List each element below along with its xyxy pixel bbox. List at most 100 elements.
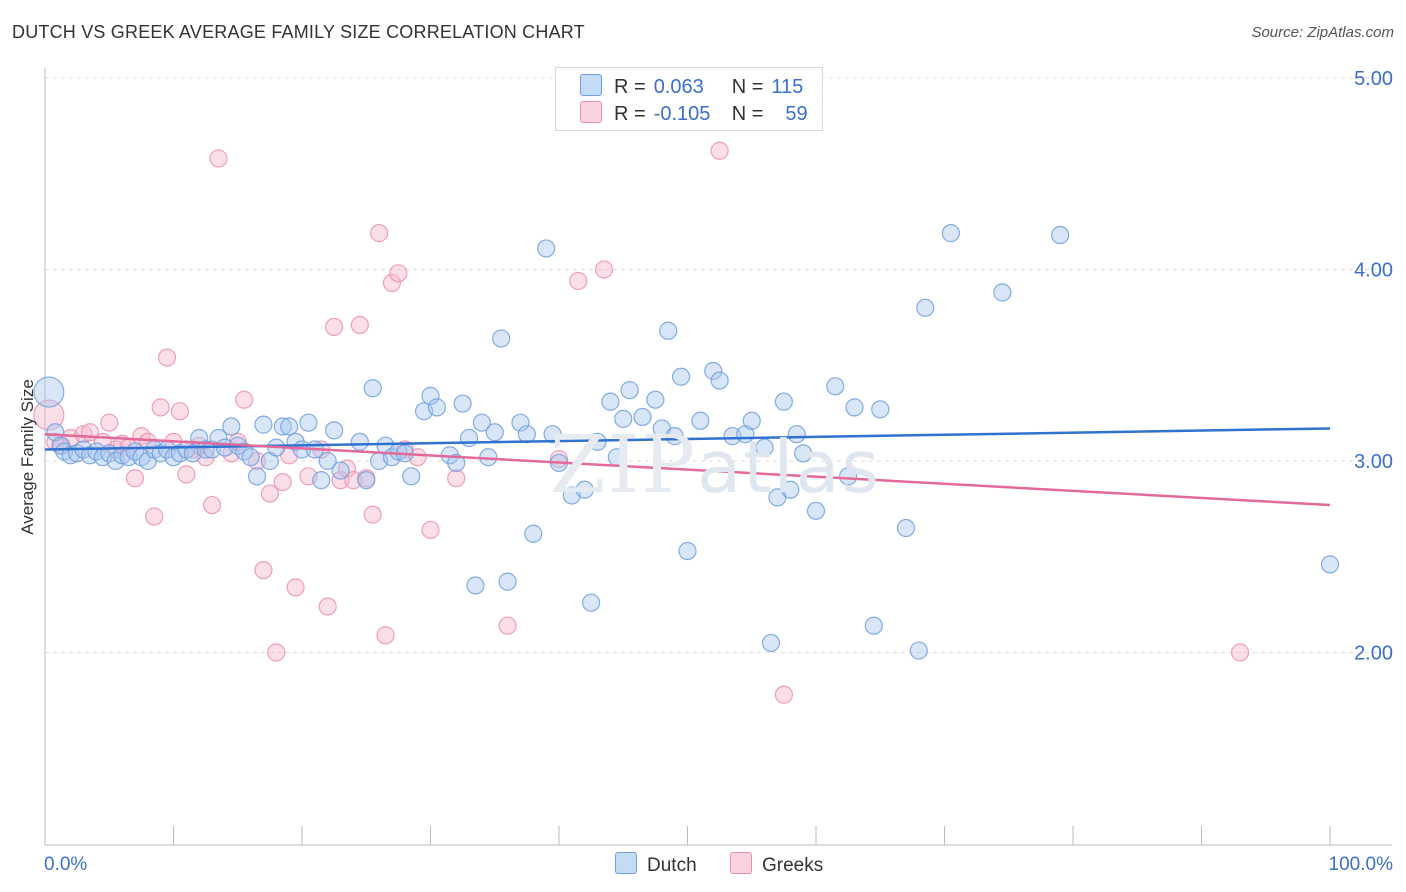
y-tick-label: 3.00 xyxy=(1354,451,1393,473)
dutch-points xyxy=(33,224,1340,660)
dutch-point xyxy=(909,641,928,660)
dutch-point xyxy=(299,413,318,432)
greeks-point xyxy=(325,317,344,337)
greeks-point xyxy=(350,315,369,335)
dutch-n-value: 115 xyxy=(771,76,804,98)
y-tick-label: 4.00 xyxy=(1354,260,1393,282)
dutch-point xyxy=(273,417,292,436)
dutch-point xyxy=(517,425,536,444)
dutch-legend-label: Dutch xyxy=(647,855,697,876)
dutch-point xyxy=(678,541,697,561)
dutch-point xyxy=(247,467,267,486)
legend-row-greeks: R = -0.105 N = 59 xyxy=(580,101,808,125)
source-label: Source: ZipAtlas.com xyxy=(1251,24,1394,41)
dutch-point xyxy=(742,411,761,430)
greeks-point xyxy=(370,224,389,243)
dutch-point xyxy=(1320,555,1340,574)
dutch-point xyxy=(254,415,273,434)
greeks-point xyxy=(267,643,286,662)
greeks-point xyxy=(235,390,254,409)
dutch-point xyxy=(537,239,556,258)
y-tick-label: 5.00 xyxy=(1354,68,1393,90)
greeks-point xyxy=(1230,643,1250,662)
dutch-point xyxy=(33,376,65,408)
chart-title: DUTCH VS GREEK AVERAGE FAMILY SIZE CORRE… xyxy=(12,22,585,42)
greeks-point xyxy=(170,402,190,421)
greeks-point xyxy=(498,616,517,635)
dutch-point xyxy=(196,440,215,459)
watermark: ZIPatlas xyxy=(550,418,881,511)
dutch-point xyxy=(601,392,620,411)
greeks-point xyxy=(376,626,395,645)
bottom-legend-dutch: Dutch xyxy=(615,852,697,877)
dutch-point xyxy=(492,329,511,348)
greeks-point xyxy=(74,425,93,444)
greeks-point xyxy=(286,578,305,597)
greeks-point xyxy=(594,260,614,279)
n-label: N = xyxy=(731,103,764,125)
greeks-point xyxy=(447,469,466,488)
greeks-point xyxy=(363,505,382,524)
dutch-point xyxy=(774,392,793,411)
greeks-point xyxy=(260,484,279,503)
greeks-point xyxy=(569,271,588,291)
greeks-points xyxy=(33,141,1250,704)
greeks-r-value: -0.105 xyxy=(653,103,711,125)
greeks-point xyxy=(33,399,65,431)
legend-row-dutch: R = 0.063 N = 115 xyxy=(580,74,803,98)
dutch-point xyxy=(466,576,485,595)
greeks-point xyxy=(254,561,273,580)
greeks-point xyxy=(209,149,228,168)
r-label: R = xyxy=(614,76,646,98)
dutch-point xyxy=(916,298,935,317)
dutch-point xyxy=(325,421,344,440)
greeks-point xyxy=(273,472,292,492)
dutch-r-value: 0.063 xyxy=(653,76,704,98)
dutch-point xyxy=(402,467,421,486)
axes xyxy=(44,68,1392,846)
dutch-point xyxy=(761,633,781,653)
dutch-point xyxy=(620,381,639,400)
dutch-point xyxy=(222,417,241,436)
dutch-point xyxy=(485,423,504,442)
dutch-point xyxy=(633,407,652,427)
dutch-point xyxy=(755,438,774,457)
dutch-point xyxy=(993,283,1012,302)
dutch-point xyxy=(582,593,601,612)
dutch-legend-swatch xyxy=(615,852,637,874)
dutch-point xyxy=(794,444,813,463)
dutch-point xyxy=(453,394,472,413)
dutch-point xyxy=(427,398,447,417)
greeks-point xyxy=(710,141,729,160)
greeks-point xyxy=(202,495,222,515)
dutch-point xyxy=(524,524,543,543)
dutch-point xyxy=(575,480,594,499)
y-axis-label: Average Family Size xyxy=(18,379,37,535)
dutch-point xyxy=(459,428,479,448)
dutch-point xyxy=(312,471,331,490)
n-label: N = xyxy=(731,76,764,98)
dutch-point xyxy=(845,398,864,417)
dutch-swatch xyxy=(580,74,602,96)
dutch-point xyxy=(704,361,723,381)
watermark-zip: ZIP xyxy=(550,418,698,511)
greeks-point xyxy=(382,273,402,293)
greeks-legend-swatch xyxy=(730,852,752,874)
dutch-point xyxy=(659,321,678,340)
x-tick-label-max: 100.0% xyxy=(1329,854,1394,875)
dutch-point xyxy=(357,471,376,490)
greeks-swatch xyxy=(580,101,602,123)
stats-legend: R = 0.063 N = 115 R = -0.105 N = 59 xyxy=(555,67,823,131)
dutch-point xyxy=(318,451,337,471)
greeks-point xyxy=(318,597,337,616)
dutch-point xyxy=(839,467,858,486)
watermark-atlas: atlas xyxy=(697,425,882,509)
dutch-point xyxy=(710,371,729,390)
greeks-point xyxy=(145,507,164,526)
dutch-point xyxy=(871,400,890,419)
dutch-point xyxy=(511,413,530,432)
greeks-legend-label: Greeks xyxy=(762,855,824,876)
greeks-point xyxy=(774,685,793,704)
r-label: R = xyxy=(614,103,646,125)
